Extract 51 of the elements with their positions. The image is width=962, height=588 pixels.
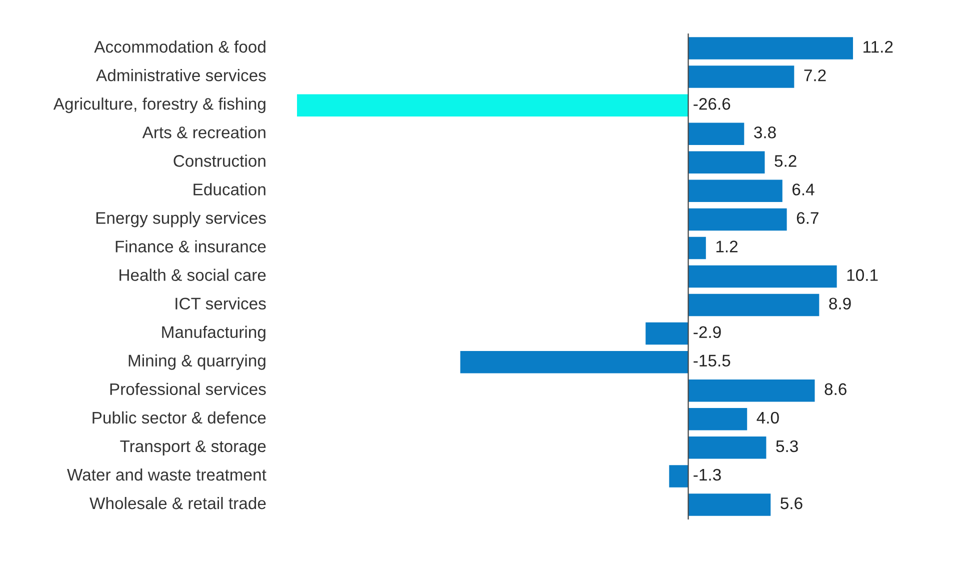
data-label: 6.7	[796, 212, 818, 224]
y-tick-label: Administrative services	[96, 69, 266, 82]
data-label: 5.3	[776, 440, 798, 452]
data-label: 1.2	[716, 240, 738, 252]
bar	[688, 180, 782, 202]
data-label: 11.2	[864, 40, 893, 53]
y-tick-label: Health & social care	[120, 268, 266, 281]
y-tick-label: Wholesale & retail trade	[90, 496, 266, 510]
bar	[688, 379, 815, 402]
data-label: -2.9	[694, 326, 721, 338]
y-tick-label: Energy supply services	[96, 212, 266, 228]
data-label: 5.2	[774, 155, 796, 167]
bar	[688, 122, 744, 145]
bar	[688, 436, 766, 459]
data-label: -26.6	[694, 98, 730, 110]
data-label: -15.5	[694, 354, 730, 367]
y-tick-label: Manufacturing	[162, 326, 266, 342]
y-tick-label: ICT services	[176, 297, 266, 310]
y-tick-label: Agriculture, forestry & fishing	[53, 98, 266, 114]
y-tick-label: Public sector & defence	[92, 411, 266, 424]
bar	[688, 265, 837, 288]
data-label: 8.9	[829, 298, 851, 310]
y-tick-label: Arts & recreation	[142, 126, 266, 138]
bar	[688, 37, 853, 60]
data-label: 10.1	[847, 269, 878, 281]
bar	[460, 350, 688, 374]
bar	[688, 294, 820, 316]
y-tick-label: Construction	[174, 154, 266, 167]
y-tick-label: Mining & quarrying	[128, 354, 266, 370]
y-tick-label: Education	[194, 183, 266, 196]
data-label: -1.3	[694, 468, 721, 481]
bar	[688, 408, 748, 430]
y-tick-label: Water and waste treatment	[67, 468, 266, 481]
data-label: 6.4	[792, 184, 814, 196]
data-label: 8.6	[824, 383, 846, 396]
bar	[688, 236, 706, 260]
data-label: 5.6	[780, 497, 802, 510]
bar	[646, 322, 688, 345]
y-tick-label: Professional services	[110, 382, 266, 396]
bar	[669, 465, 688, 488]
bar	[297, 94, 688, 116]
y-tick-label: Accommodation & food	[94, 40, 266, 53]
bar	[688, 151, 765, 174]
bar	[688, 66, 794, 88]
data-label: 7.2	[804, 69, 826, 82]
y-tick-label: Finance & insurance	[116, 240, 266, 252]
data-label: 4.0	[756, 412, 779, 424]
bar	[688, 494, 771, 516]
data-label: 3.8	[754, 126, 776, 138]
bar	[688, 208, 787, 231]
y-tick-label: Transport & storage	[120, 440, 266, 456]
